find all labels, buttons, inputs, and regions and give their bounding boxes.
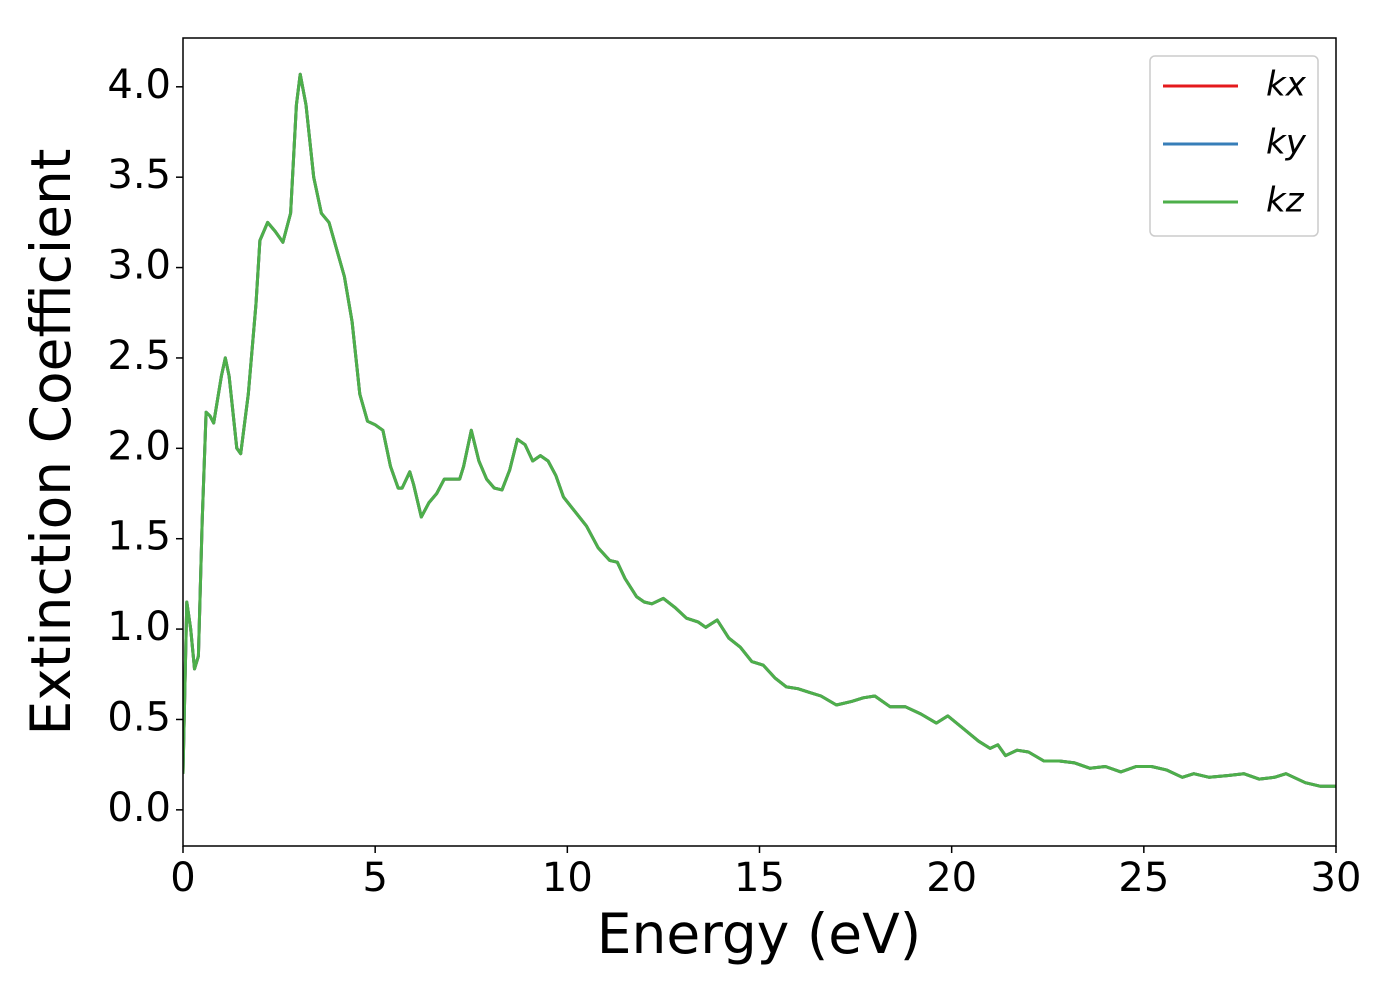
legend-label: kz	[1266, 181, 1305, 221]
x-tick-label: 30	[1311, 855, 1362, 901]
y-tick-label: 0.0	[107, 785, 171, 831]
y-tick-label: 3.0	[107, 243, 171, 289]
x-tick-label: 0	[170, 855, 195, 901]
legend-label: kx	[1266, 65, 1307, 105]
legend-box	[1149, 55, 1319, 237]
x-tick-label: 5	[362, 855, 387, 901]
y-axis-label: Extinction Coefficient	[19, 149, 83, 736]
y-tick-label: 3.5	[107, 152, 171, 198]
y-tick-label: 0.5	[107, 694, 171, 740]
series-line	[183, 72, 1336, 788]
legend-label: ky	[1266, 123, 1307, 163]
y-tick-label: 4.0	[107, 62, 171, 108]
x-tick-label: 20	[926, 855, 977, 901]
x-tick-label: 15	[734, 855, 785, 901]
y-tick-label: 1.5	[107, 514, 171, 560]
x-tick-label: 25	[1118, 855, 1169, 901]
x-axis-label: Energy (eV)	[597, 902, 921, 966]
x-tick-label: 10	[542, 855, 593, 901]
plot-frame	[182, 37, 1337, 847]
y-tick-label: 1.0	[107, 604, 171, 650]
y-tick-label: 2.0	[107, 423, 171, 469]
y-tick-label: 2.5	[107, 333, 171, 379]
